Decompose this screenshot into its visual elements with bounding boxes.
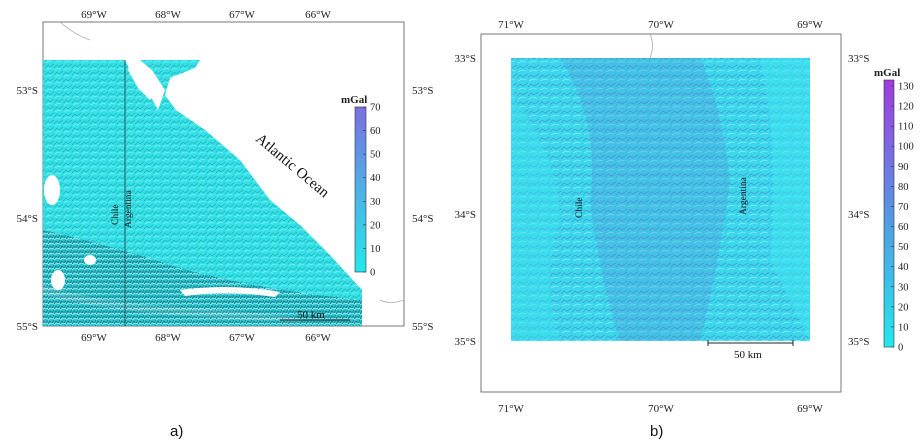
panel-b-western-lowland [511, 58, 560, 341]
panel-b-lon-tick-top: 70°W [648, 19, 674, 31]
panel-b-colorbar-tick-label: 110 [898, 122, 913, 133]
panel-b-gravity-map [511, 58, 810, 341]
panel-a-scale-label: 50 km [297, 309, 325, 321]
panel-b-colorbar-ticks: 0 10 20 30 40 50 60 70 80 90 100 110 120 130 [891, 82, 914, 354]
panel-a-colorbar-unit: mGal [341, 94, 367, 106]
panel-b-argentina-label: Argentina [739, 176, 749, 215]
panel-a-colorbar-ticks: 0 10 20 30 40 50 60 70 [363, 103, 381, 279]
panel-a-colorbar-tick-label: 40 [370, 173, 381, 184]
panel-b-colorbar-unit: mGal [874, 67, 900, 79]
panel-a-colorbar-tick-label: 70 [370, 103, 381, 114]
panel-a-coastline-south [379, 299, 405, 303]
panel-b-colorbar-tick-label: 60 [898, 222, 909, 233]
panel-b-scale-label: 50 km [734, 349, 762, 361]
panel-a-colorbar-tick-label: 30 [370, 197, 381, 208]
panel-a-lat-tick-right: 53°S [412, 85, 434, 97]
panel-a-argentina-label: Argentina [124, 189, 134, 228]
panel-b: Chile Argentina 50 km 71°W 70°W 69°W 71°… [454, 19, 913, 415]
panel-a-lon-tick-top: 66°W [305, 9, 331, 21]
panel-b-border-context [649, 33, 653, 59]
panel-b-lon-tick-bottom: 71°W [498, 403, 524, 415]
panel-a-lat-tick-left: 53°S [16, 85, 38, 97]
panel-b-eastern-lowland [760, 58, 810, 341]
panel-b-colorbar-tick-label: 50 [898, 242, 909, 253]
panel-b-lat-ticks-right: 33°S 34°S 35°S [848, 53, 870, 348]
panel-a-lon-ticks-bottom: 69°W 68°W 67°W 66°W [81, 332, 331, 344]
panel-a-colorbar [354, 106, 367, 273]
panel-b-lat-tick-right: 34°S [848, 209, 870, 221]
panel-b-lat-tick-left: 33°S [454, 53, 476, 65]
panel-b-colorbar-tick-label: 80 [898, 182, 909, 193]
panel-b-lon-ticks-top: 71°W 70°W 69°W [498, 19, 823, 31]
panel-b-colorbar-tick-label: 20 [898, 302, 909, 313]
panel-a-lake-3 [84, 255, 96, 265]
panel-b-lon-ticks-bottom: 71°W 70°W 69°W [498, 403, 823, 415]
panel-b-lat-tick-left: 35°S [454, 336, 476, 348]
panel-a-lon-tick-bottom: 69°W [81, 332, 107, 344]
panel-b-lat-tick-right: 35°S [848, 336, 870, 348]
panel-a-mountain-relief [43, 230, 362, 326]
panel-b-lon-tick-top: 71°W [498, 19, 524, 31]
panel-a-colorbar-tick-label: 0 [370, 268, 375, 279]
panel-a-lat-tick-left: 54°S [16, 213, 38, 225]
panel-b-colorbar-tick-label: 70 [898, 202, 909, 213]
panel-a-lake-2 [51, 270, 65, 290]
panel-a-lake-1 [44, 175, 60, 205]
panel-a-lon-tick-bottom: 67°W [229, 332, 255, 344]
panel-b-lat-tick-left: 34°S [454, 209, 476, 221]
panel-b-lon-tick-top: 69°W [797, 19, 823, 31]
panel-a-lon-ticks-top: 69°W 68°W 67°W 66°W [81, 9, 331, 21]
panel-a-chile-label: Chile [111, 204, 121, 225]
panel-b-caption: b) [650, 423, 664, 440]
panel-a-colorbar-tick-label: 60 [370, 126, 381, 137]
panel-b-colorbar-tick-label: 100 [898, 142, 914, 153]
panel-a-lon-tick-top: 68°W [155, 9, 181, 21]
panel-a-channel [180, 286, 280, 297]
panel-b-lat-tick-right: 33°S [848, 53, 870, 65]
panel-a-colorbar-tick-label: 50 [370, 150, 381, 161]
panel-a-caption: a) [170, 423, 184, 440]
panel-a-bay [128, 60, 158, 100]
panel-b-colorbar-tick-label: 40 [898, 262, 909, 273]
panel-b-colorbar-tick-label: 10 [898, 322, 909, 333]
panel-b-lat-ticks-left: 33°S 34°S 35°S [454, 53, 476, 348]
panel-a-lon-tick-bottom: 66°W [305, 332, 331, 344]
panel-a-lat-tick-right: 54°S [412, 213, 434, 225]
panel-a-lat-ticks-right: 53°S 54°S 55°S [412, 85, 434, 333]
panel-a-lon-tick-bottom: 68°W [155, 332, 181, 344]
panel-b-colorbar-tick-label: 120 [898, 102, 914, 113]
panel-a: Atlantic Ocean Chile Argentina 50 km 69°… [16, 9, 433, 344]
panel-a-lon-tick-top: 67°W [229, 9, 255, 21]
panel-b-colorbar-tick-label: 30 [898, 282, 909, 293]
panel-b-lon-tick-bottom: 69°W [797, 403, 823, 415]
panel-a-colorbar-tick-label: 20 [370, 220, 381, 231]
panel-a-lat-ticks-left: 53°S 54°S 55°S [16, 85, 38, 333]
panel-b-colorbar-tick-label: 130 [898, 82, 914, 93]
panel-a-colorbar-tick-label: 10 [370, 244, 381, 255]
panel-b-andes-relief [560, 58, 730, 341]
panel-b-chile-label: Chile [575, 197, 585, 218]
panel-a-lat-tick-left: 55°S [16, 321, 38, 333]
panel-b-colorbar [883, 79, 895, 348]
panel-b-lon-tick-bottom: 70°W [648, 403, 674, 415]
panel-a-lon-tick-top: 69°W [81, 9, 107, 21]
panel-a-lat-tick-right: 55°S [412, 321, 434, 333]
panel-b-colorbar-tick-label: 0 [898, 343, 903, 354]
panel-a-coastline-north [59, 21, 91, 41]
panel-b-colorbar-tick-label: 90 [898, 162, 909, 173]
